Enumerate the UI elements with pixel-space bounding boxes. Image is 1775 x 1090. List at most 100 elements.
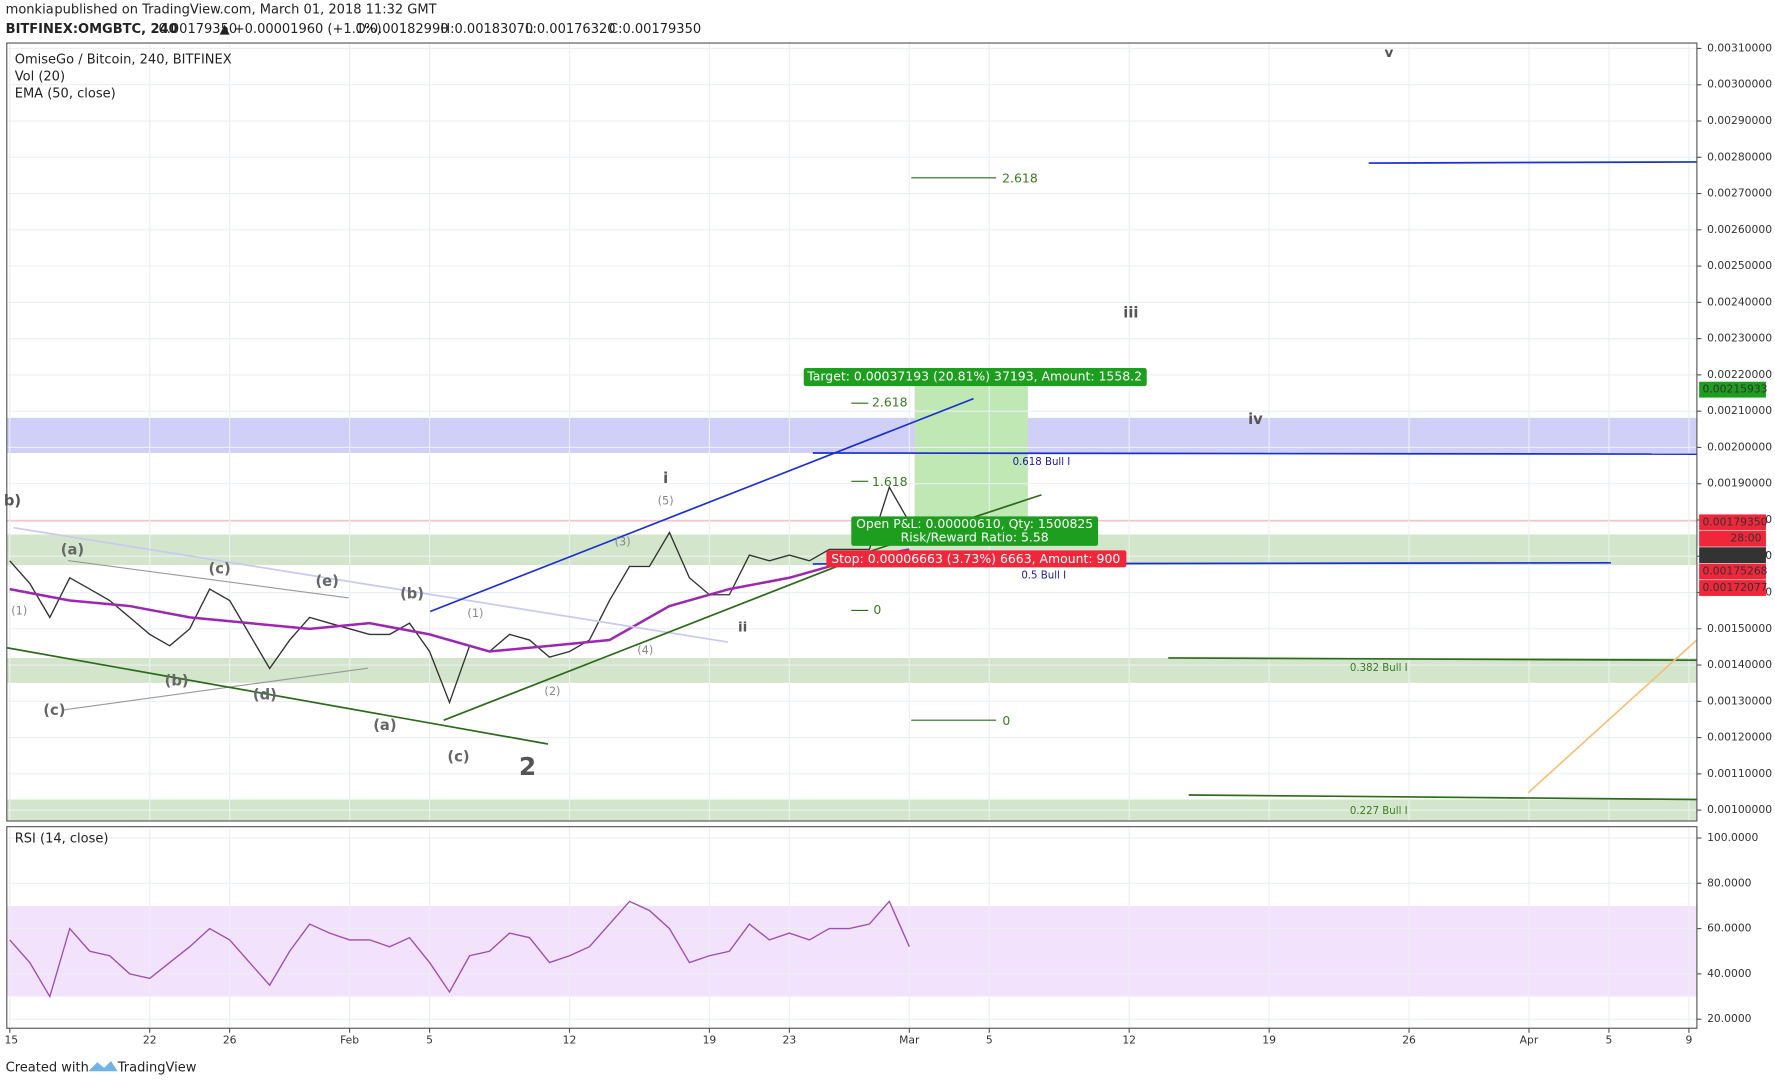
trendline xyxy=(1188,794,1697,801)
rsi-panel xyxy=(6,826,1698,1029)
countdown-tag xyxy=(1699,530,1766,547)
x-tick-label: 5 xyxy=(1606,1034,1613,1047)
annotation: (e) xyxy=(315,573,338,590)
y-tick-label: 40.0000 xyxy=(1707,967,1752,980)
trendline xyxy=(13,526,729,643)
legend-ema: EMA (50, close) xyxy=(15,86,116,101)
annotation: b) xyxy=(4,493,21,510)
annotation: (1) xyxy=(11,604,27,618)
pnl-box xyxy=(851,516,1099,546)
legend-volume: Vol (20) xyxy=(15,70,65,85)
stop-label: Stop: 0.00006663 (3.73%) 6663, Amount: 9… xyxy=(831,551,1120,566)
trendline xyxy=(1368,161,1697,164)
y-tick-label: 0.00120000 xyxy=(1707,731,1772,744)
grid xyxy=(6,43,1702,1029)
x-tick-label: 19 xyxy=(703,1034,717,1047)
ohlc: L:0.00176320 xyxy=(525,22,615,37)
series-line xyxy=(9,900,910,999)
annotation: (d) xyxy=(253,686,277,703)
x-tick-label: 5 xyxy=(426,1034,433,1047)
x-tick-label: 26 xyxy=(223,1034,237,1047)
price-tag xyxy=(1699,580,1766,596)
y-tick-label: 0.00190000 xyxy=(1707,477,1772,490)
y-tick-label: 0.00200000 xyxy=(1707,440,1772,453)
x-tick-label: 15 xyxy=(4,1034,18,1047)
change: ▲ +0.00001960 (+1.1%) xyxy=(220,22,382,37)
y-tick-label: 0.00210000 xyxy=(1707,404,1772,417)
annotation: 2 xyxy=(519,752,536,781)
annotation: ii xyxy=(738,619,747,635)
zone xyxy=(6,657,1697,683)
y-tick-label: 100.0000 xyxy=(1707,831,1758,844)
y-tick-label: 0.00260000 xyxy=(1707,223,1772,236)
pnl-label: Open P&L: 0.00000610, Qty: 1500825 xyxy=(856,516,1093,531)
annotation: 0.618 Bull I xyxy=(1013,457,1071,468)
annotation: (b) xyxy=(400,586,424,603)
ohlc: O:0.00182990 xyxy=(355,22,448,37)
x-tick-label: 5 xyxy=(986,1034,993,1047)
y-tick-label: 0.00290000 xyxy=(1707,114,1772,127)
series xyxy=(9,485,910,999)
published: published on TradingView.com, March 01, … xyxy=(54,3,436,18)
trendline xyxy=(67,559,349,599)
annotation: 0.382 Bull I xyxy=(1350,663,1408,674)
x-tick-label: 9 xyxy=(1685,1034,1692,1047)
stop-box xyxy=(826,550,1127,568)
annotation: (4) xyxy=(637,643,653,657)
x-tick-label: 23 xyxy=(783,1034,797,1047)
last: 0.00179350 xyxy=(158,22,237,37)
annotation: (c) xyxy=(209,561,231,578)
annotations: v 2.618 iii 2.618 iv 0.618 Bull I i 1.618 b) (5) (… xyxy=(4,45,1408,817)
ohlc: C:0.00179350 xyxy=(609,22,701,37)
annotation: iv xyxy=(1248,411,1263,428)
ratio-label: Risk/Reward Ratio: 5.58 xyxy=(901,529,1049,544)
y-tick-label: 0.00300000 xyxy=(1707,78,1772,91)
author[interactable]: monkia xyxy=(6,3,54,18)
x-tick-label: 22 xyxy=(143,1034,157,1047)
annotation: 1.618 xyxy=(872,474,908,489)
annotation: 2.618 xyxy=(1002,170,1038,185)
annotation: 0 xyxy=(873,602,881,617)
annotation: (c) xyxy=(447,749,469,766)
annotation: (b) xyxy=(165,673,189,690)
annotation: 0 xyxy=(1002,713,1010,728)
price-tag-label: 0.00215933 xyxy=(1703,383,1768,396)
series-line xyxy=(9,485,910,705)
y-tick-label: 0.00150000 xyxy=(1707,622,1772,635)
annotation: 0.5 Bull I xyxy=(1021,570,1066,581)
y-tick-label: 0.00240000 xyxy=(1707,295,1772,308)
x-tick-label: Mar xyxy=(899,1034,920,1047)
ohlc: H:0.00183070 xyxy=(440,22,533,37)
countdown-label: 28:00 xyxy=(1730,532,1761,545)
annotation: (a) xyxy=(373,717,396,734)
y-tick-label: 0.00280000 xyxy=(1707,150,1772,163)
rsi-band xyxy=(6,905,1697,997)
annotation: 0.227 Bull I xyxy=(1350,806,1408,817)
legend-pair: OmiseGo / Bitcoin, 240, BITFINEX xyxy=(15,53,232,68)
annotation: (2) xyxy=(544,684,560,698)
trendline xyxy=(429,397,974,613)
x-tick-label: 26 xyxy=(1402,1034,1416,1047)
trendline xyxy=(6,646,549,745)
price-tag xyxy=(1699,514,1766,531)
trendline xyxy=(62,667,368,711)
x-tick-label: Apr xyxy=(1520,1034,1539,1047)
footer-brand[interactable]: TradingView xyxy=(117,1060,197,1075)
legend-rsi: RSI (14, close) xyxy=(15,832,109,847)
annotation: v xyxy=(1385,45,1394,61)
y-tick-label: 0.00110000 xyxy=(1707,767,1772,780)
price-tag xyxy=(1699,563,1766,580)
annotation: (c) xyxy=(43,702,65,719)
y-tick-label: 0.00220000 xyxy=(1707,368,1772,381)
trendline xyxy=(812,452,1697,455)
x-tick-label: 12 xyxy=(563,1034,577,1047)
price-tag-label: 0.00179350 xyxy=(1703,515,1768,528)
trendline xyxy=(443,560,850,722)
price-tag-label: 0.00178740 xyxy=(1703,548,1768,561)
price-panel xyxy=(6,42,1698,822)
x-tick-label: 12 xyxy=(1122,1034,1136,1047)
y-tick-label: 0.00140000 xyxy=(1707,658,1772,671)
annotation: 2.618 xyxy=(872,395,908,410)
